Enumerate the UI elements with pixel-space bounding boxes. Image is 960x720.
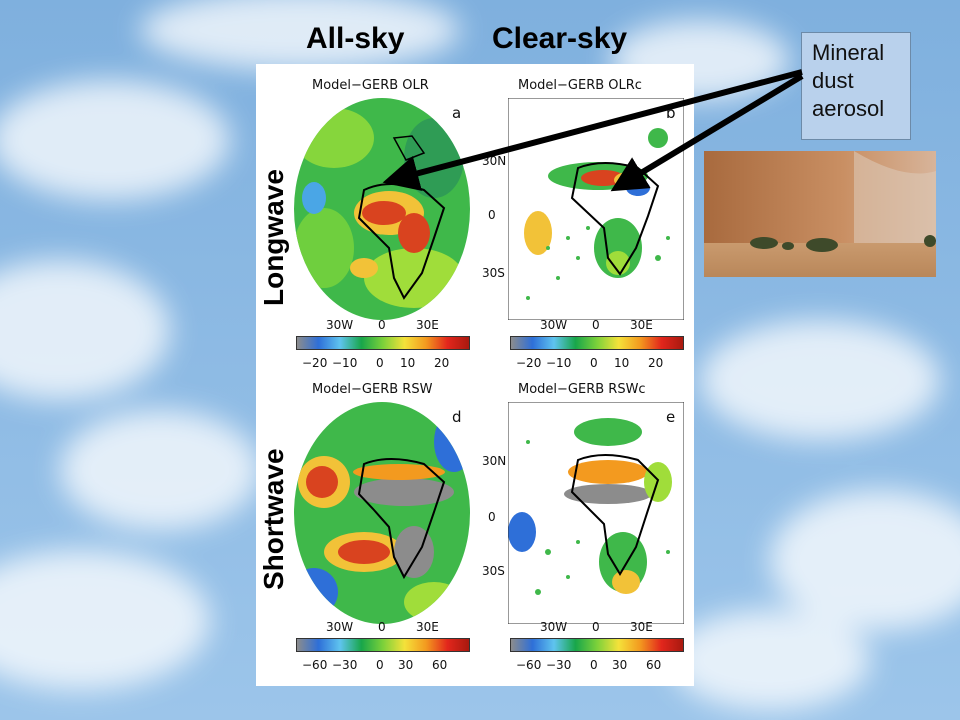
panel-a-title: Model−GERB OLR [312,78,429,93]
cbar-sw-tick-e-2: 0 [590,658,598,672]
cbar-lw-tick-b-2: 0 [590,356,598,370]
all-sky-heading: All-sky [306,22,405,55]
cbar-lw-tick-b-1: −10 [546,356,572,370]
cbar-sw-tick-e-0: −60 [516,658,542,672]
colorbar-shortwave-e [510,638,684,652]
callout-line-3: aerosol [812,96,885,121]
cbar-sw-tick-e-3: 30 [612,658,628,672]
panel-a-letter: a [452,104,462,122]
cbar-lw-tick-b-0: −20 [516,356,542,370]
clear-sky-heading: Clear-sky [492,22,628,55]
lat-tick-30n-top: 30N [482,154,507,168]
lon-tick-0-d: 0 [378,620,386,634]
panel-e-title: Model−GERB RSWc [518,382,646,397]
lon-tick-30w-e: 30W [540,620,568,634]
lon-tick-30w-a: 30W [326,318,354,332]
lat-tick-0-bottom: 0 [488,510,496,524]
longwave-label: Longwave [258,169,289,306]
lon-tick-0-b: 0 [592,318,600,332]
figure-panel: Longwave Shortwave Model−GERB OLR Model−… [256,64,694,686]
cbar-lw-tick-b-4: 20 [648,356,664,370]
cbar-sw-tick-e-1: −30 [546,658,572,672]
colorbar-longwave-b [510,336,684,350]
cbar-lw-tick-a-4: 20 [434,356,450,370]
cbar-lw-tick-a-2: 0 [376,356,384,370]
colorbar-shortwave-d [296,638,470,652]
mineral-dust-callout: Mineral dust aerosol [801,32,911,140]
cbar-lw-tick-a-0: −20 [302,356,328,370]
cbar-sw-tick-d-1: −30 [332,658,358,672]
lon-tick-30e-e: 30E [630,620,653,634]
cbar-sw-tick-e-4: 60 [646,658,662,672]
panel-d-letter: d [452,408,462,426]
map-panel-a [294,98,470,320]
map-panel-e [508,402,684,624]
dust-storm-photo [704,151,936,277]
shortwave-label: Shortwave [258,448,289,590]
cbar-sw-tick-d-2: 0 [376,658,384,672]
lon-tick-0-a: 0 [378,318,386,332]
colorbar-longwave-a [296,336,470,350]
lon-tick-0-e: 0 [592,620,600,634]
panel-b-letter: b [666,104,676,122]
callout-line-2: dust [812,68,854,93]
lat-tick-30s-top: 30S [482,266,505,280]
callout-line-1: Mineral [812,40,885,65]
map-panel-b [508,98,684,320]
map-panel-d [294,402,470,624]
cbar-sw-tick-d-4: 60 [432,658,448,672]
panel-e-letter: e [666,408,676,426]
lat-tick-30n-bottom: 30N [482,454,507,468]
panel-b-title: Model−GERB OLRc [518,78,642,93]
cbar-lw-tick-a-3: 10 [400,356,416,370]
lon-tick-30e-a: 30E [416,318,439,332]
lon-tick-30w-d: 30W [326,620,354,634]
lon-tick-30e-b: 30E [630,318,653,332]
lon-tick-30w-b: 30W [540,318,568,332]
cbar-sw-tick-d-0: −60 [302,658,328,672]
lat-tick-30s-bottom: 30S [482,564,505,578]
lat-tick-0-top: 0 [488,208,496,222]
panel-d-title: Model−GERB RSW [312,382,433,397]
cbar-lw-tick-a-1: −10 [332,356,358,370]
cbar-lw-tick-b-3: 10 [614,356,630,370]
cbar-sw-tick-d-3: 30 [398,658,414,672]
lon-tick-30e-d: 30E [416,620,439,634]
